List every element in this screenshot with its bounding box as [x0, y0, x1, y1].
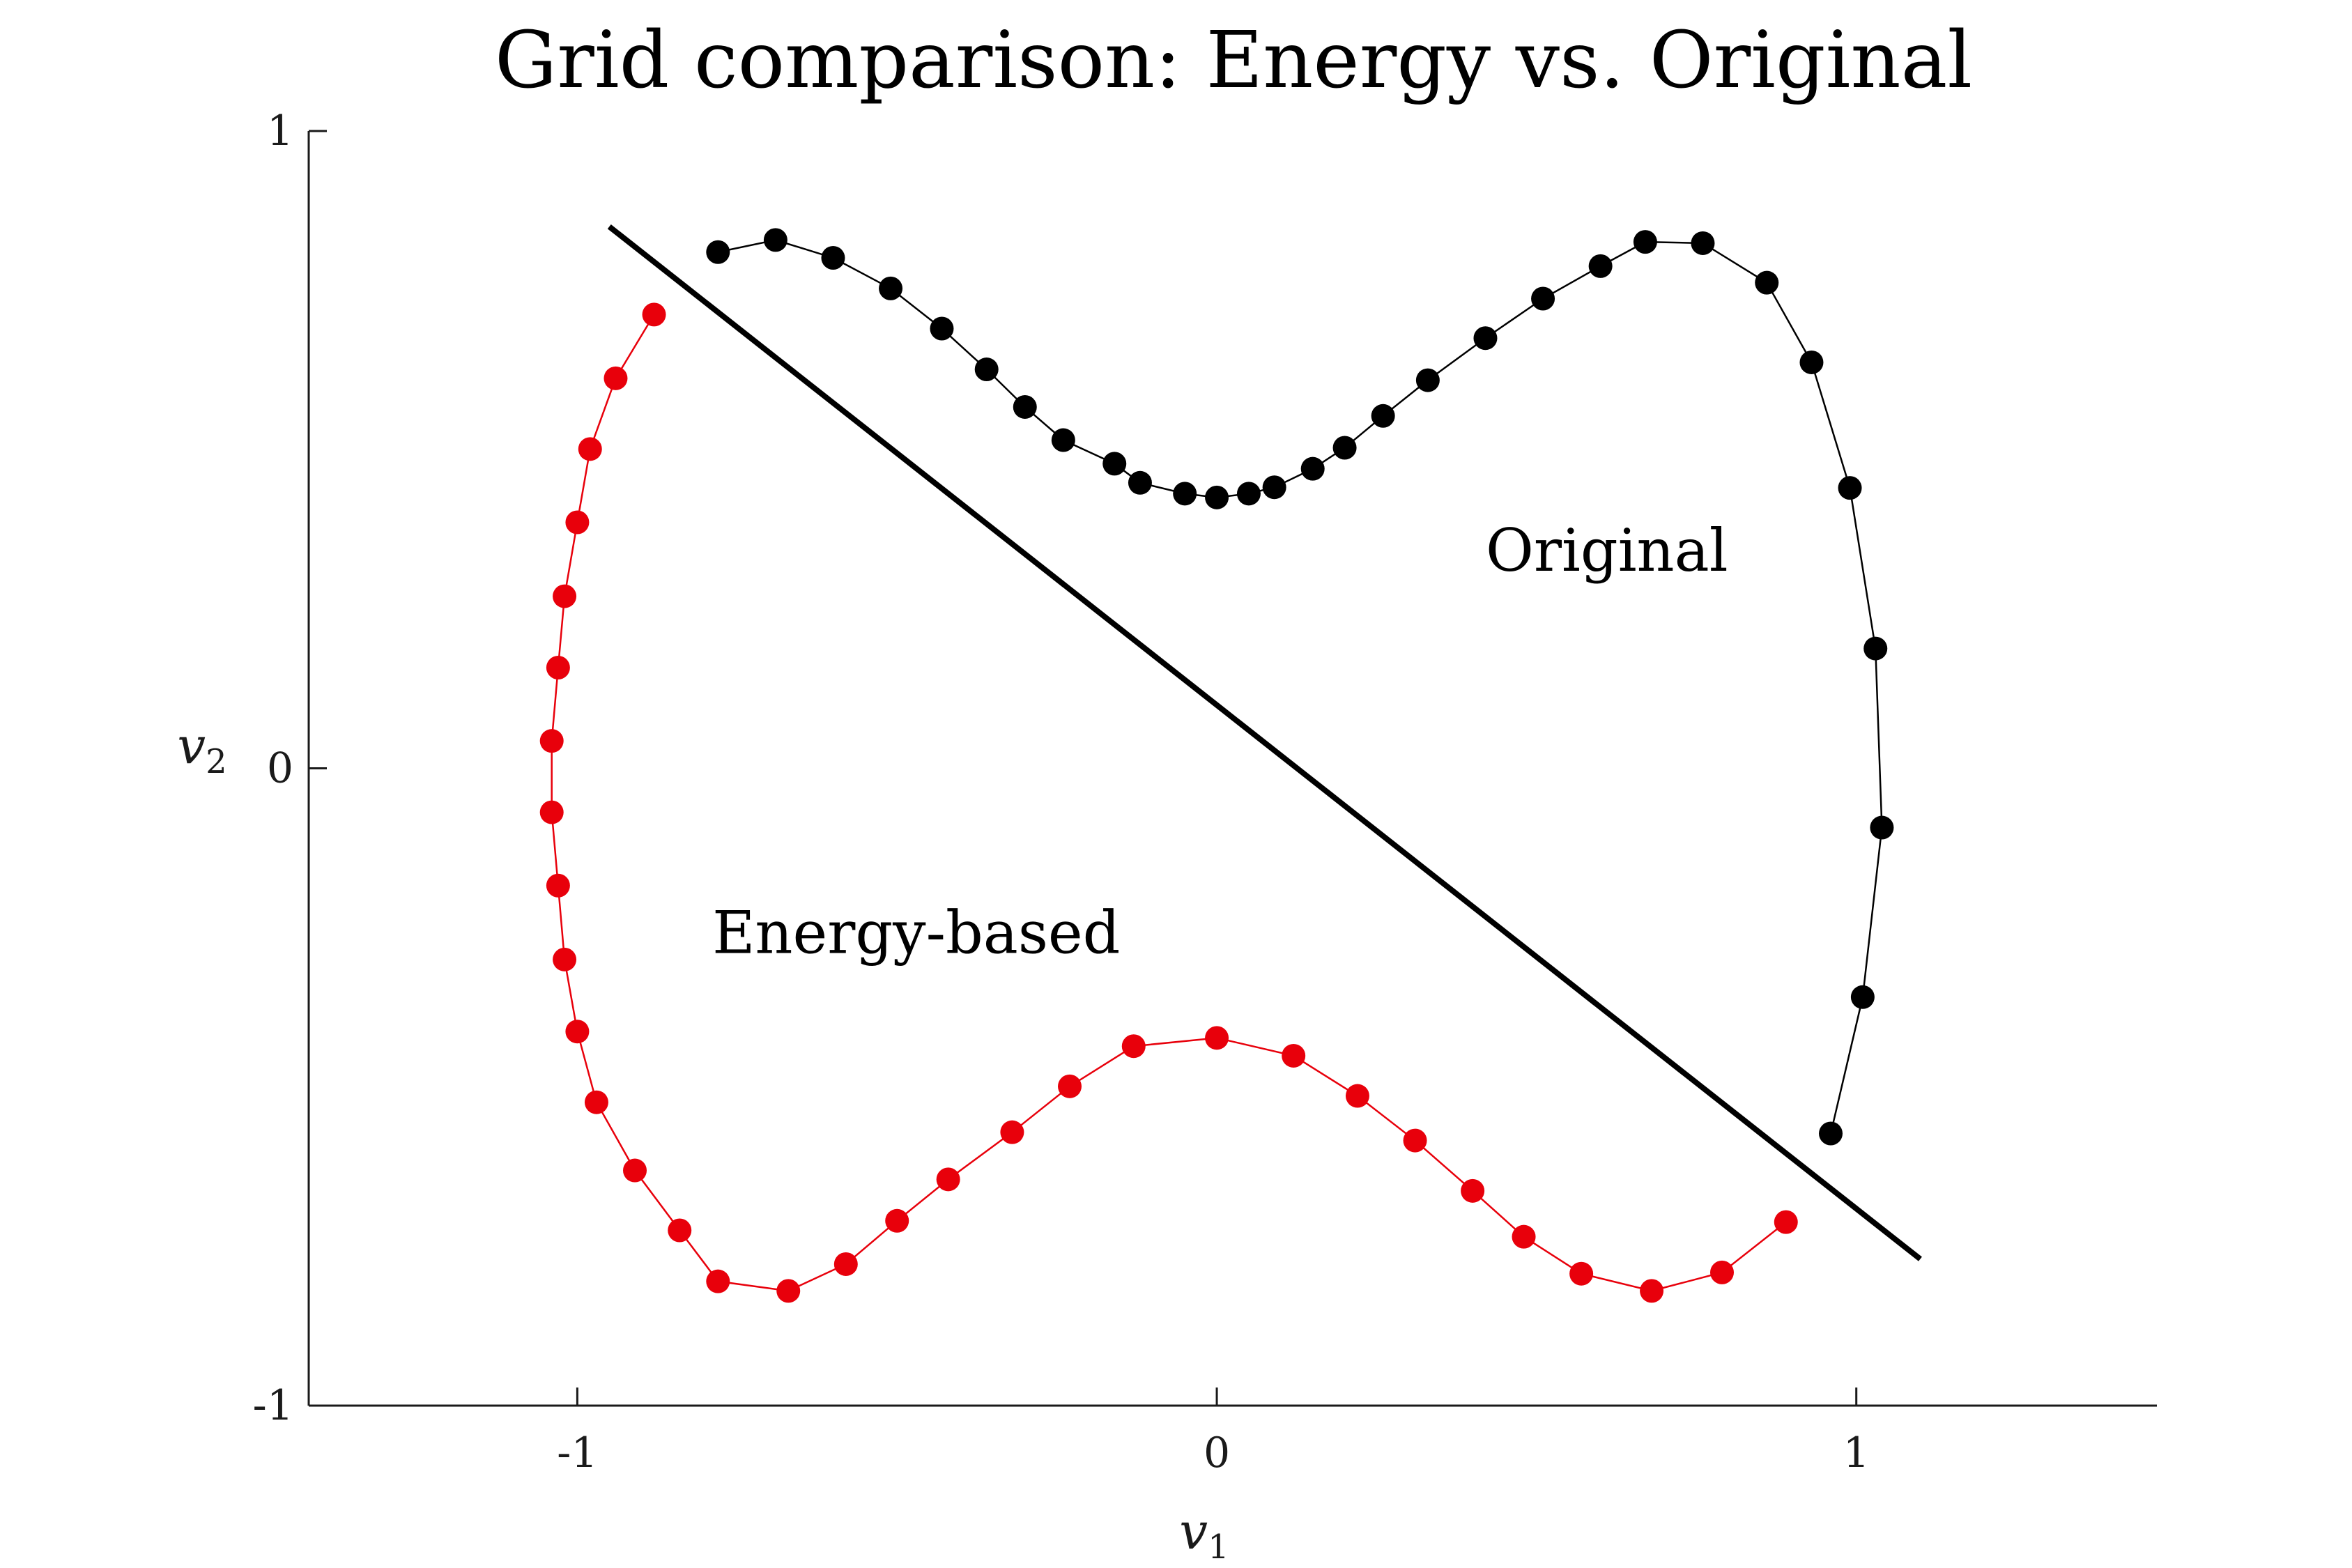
energy-based-point — [1282, 1043, 1306, 1068]
energy-based-series-line — [551, 314, 1787, 1292]
y-tick-label: 0 — [267, 744, 293, 793]
energy-based-point — [776, 1279, 801, 1303]
energy-based-point — [565, 1020, 590, 1044]
energy-based-point — [1774, 1210, 1798, 1234]
energy-based-point — [1461, 1178, 1485, 1203]
energy-based-point — [1569, 1261, 1594, 1286]
original-point — [1531, 286, 1555, 311]
original-point — [1691, 231, 1715, 255]
energy-based-point — [1640, 1279, 1664, 1303]
original-point — [1013, 394, 1037, 419]
original-point — [1838, 476, 1862, 500]
original-point — [1102, 452, 1127, 476]
original-point — [1262, 475, 1286, 500]
original-point — [1819, 1121, 1843, 1146]
energy-based-point — [546, 873, 570, 898]
original-point — [974, 358, 999, 382]
y-tick-label: 1 — [267, 107, 293, 155]
original-point — [879, 276, 903, 300]
energy-based-point — [668, 1218, 692, 1243]
original-point — [1371, 403, 1395, 428]
original-series — [706, 228, 1894, 1146]
energy-based-series — [539, 302, 1798, 1303]
x-tick-label: 1 — [1843, 1429, 1870, 1477]
energy-based-point — [936, 1167, 960, 1192]
annotation-energy-based: Energy-based — [712, 899, 1120, 967]
energy-based-point — [539, 729, 564, 753]
original-point — [1473, 326, 1498, 351]
energy-based-point — [833, 1252, 858, 1276]
series-group — [539, 228, 1894, 1303]
energy-based-point — [885, 1208, 909, 1233]
energy-based-point — [553, 947, 577, 971]
separator-line-group — [607, 224, 1922, 1261]
energy-based-point — [546, 656, 570, 680]
original-point — [821, 245, 845, 270]
x-axis-label-symbol: v — [1179, 1502, 1208, 1560]
original-point — [930, 316, 954, 341]
y-ticks: -1 0 1 — [253, 107, 327, 1430]
energy-based-point — [539, 800, 564, 824]
separator-line — [607, 224, 1922, 1261]
x-tick-label: 0 — [1204, 1429, 1230, 1477]
original-point — [1850, 985, 1875, 1009]
original-point — [1236, 482, 1261, 506]
energy-based-point — [1403, 1128, 1427, 1153]
energy-based-point — [553, 584, 577, 608]
energy-based-point — [1345, 1084, 1369, 1108]
y-axis-label: v2 — [177, 716, 226, 781]
original-point — [1755, 270, 1779, 295]
original-point — [1332, 436, 1357, 460]
original-point — [1799, 350, 1824, 374]
energy-based-point — [623, 1158, 647, 1183]
energy-based-point — [578, 437, 602, 461]
original-point — [706, 240, 730, 264]
energy-based-point — [706, 1269, 730, 1293]
original-point — [1415, 368, 1440, 392]
y-axis-label-subscript: 2 — [206, 742, 227, 781]
energy-based-point — [1058, 1074, 1082, 1098]
original-point — [763, 228, 787, 252]
energy-based-point — [642, 302, 666, 327]
chart-title: Grid comparison: Energy vs. Original — [495, 15, 1972, 106]
original-point — [1128, 470, 1152, 495]
original-series-line — [718, 239, 1883, 1134]
energy-based-point — [1710, 1260, 1734, 1284]
energy-based-point — [565, 510, 590, 535]
energy-based-point — [1121, 1034, 1146, 1059]
energy-based-point — [1000, 1120, 1024, 1144]
original-point — [1870, 815, 1894, 840]
x-ticks: -1 0 1 — [557, 1388, 1870, 1477]
original-point — [1863, 636, 1888, 661]
original-point — [1588, 254, 1613, 278]
energy-based-point — [584, 1090, 608, 1114]
original-point — [1205, 485, 1229, 509]
x-axis-label: v1 — [1179, 1502, 1229, 1567]
annotations-group: Original Energy-based — [712, 516, 1728, 967]
annotation-original: Original — [1486, 516, 1728, 585]
x-tick-label: -1 — [557, 1429, 597, 1477]
original-point — [1633, 230, 1657, 254]
energy-based-point — [1205, 1026, 1229, 1050]
original-point — [1173, 482, 1197, 506]
original-point — [1300, 456, 1325, 481]
energy-based-point — [604, 366, 628, 390]
energy-based-point — [1512, 1224, 1536, 1249]
original-point — [1051, 428, 1075, 452]
y-axis-label-symbol: v — [177, 716, 206, 775]
x-axis-label-subscript: 1 — [1208, 1528, 1229, 1567]
y-tick-label: -1 — [253, 1381, 293, 1430]
